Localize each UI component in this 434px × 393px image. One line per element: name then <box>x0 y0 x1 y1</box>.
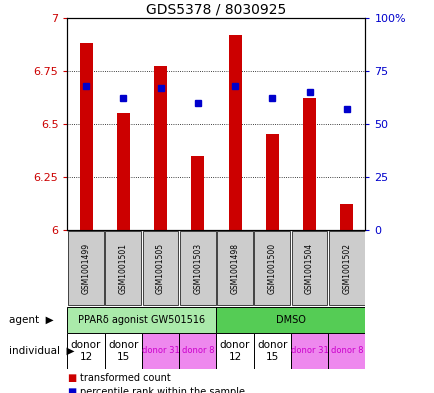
Bar <box>191 156 204 230</box>
Text: donor
12: donor 12 <box>219 340 250 362</box>
Bar <box>116 113 129 230</box>
Bar <box>79 43 92 230</box>
Text: agent  ▶: agent ▶ <box>9 315 53 325</box>
Bar <box>179 333 216 369</box>
Bar <box>216 333 253 369</box>
Text: PPARδ agonist GW501516: PPARδ agonist GW501516 <box>78 315 205 325</box>
Bar <box>154 66 167 230</box>
Text: donor
12: donor 12 <box>71 340 101 362</box>
Text: GSM1001501: GSM1001501 <box>118 243 128 294</box>
Text: donor 31: donor 31 <box>290 347 328 355</box>
Text: donor 8: donor 8 <box>181 347 214 355</box>
Text: GSM1001499: GSM1001499 <box>81 242 90 294</box>
Text: donor
15: donor 15 <box>108 340 138 362</box>
Bar <box>105 333 141 369</box>
Bar <box>327 333 365 369</box>
Bar <box>291 231 327 305</box>
Bar <box>67 307 216 333</box>
Text: individual  ▶: individual ▶ <box>9 346 74 356</box>
Bar <box>67 333 105 369</box>
Text: ■: ■ <box>67 373 76 384</box>
Bar <box>105 231 141 305</box>
Text: GSM1001504: GSM1001504 <box>304 242 313 294</box>
Text: donor 31: donor 31 <box>141 347 179 355</box>
Bar <box>217 231 252 305</box>
Bar <box>142 231 178 305</box>
Text: GSM1001505: GSM1001505 <box>156 242 164 294</box>
Text: donor
15: donor 15 <box>256 340 287 362</box>
Bar <box>290 333 327 369</box>
Text: GSM1001503: GSM1001503 <box>193 242 202 294</box>
Bar <box>141 333 179 369</box>
Bar <box>180 231 215 305</box>
Text: GSM1001502: GSM1001502 <box>342 243 351 294</box>
Bar <box>216 307 365 333</box>
Bar <box>328 231 364 305</box>
Text: percentile rank within the sample: percentile rank within the sample <box>79 387 244 393</box>
Text: DMSO: DMSO <box>275 315 305 325</box>
Text: donor 8: donor 8 <box>330 347 362 355</box>
Bar <box>265 134 278 230</box>
Bar <box>68 231 104 305</box>
Title: GDS5378 / 8030925: GDS5378 / 8030925 <box>146 2 286 17</box>
Text: transformed count: transformed count <box>79 373 170 384</box>
Bar <box>254 231 289 305</box>
Bar <box>253 333 290 369</box>
Text: GSM1001500: GSM1001500 <box>267 242 276 294</box>
Text: GSM1001498: GSM1001498 <box>230 243 239 294</box>
Bar <box>302 98 316 230</box>
Text: ■: ■ <box>67 387 76 393</box>
Bar <box>228 35 241 230</box>
Bar <box>339 204 352 230</box>
